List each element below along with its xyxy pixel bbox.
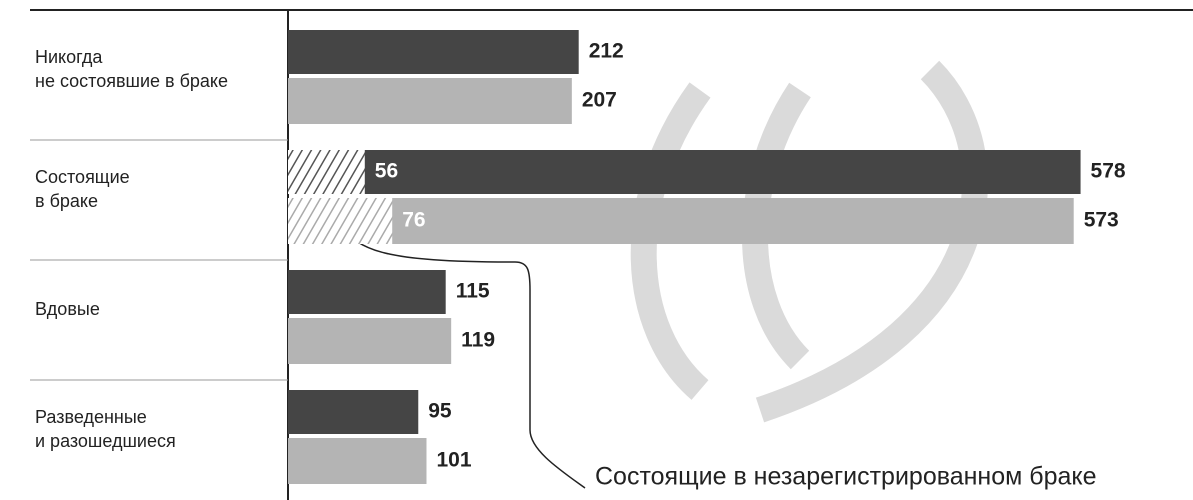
value-label: 119 [461, 329, 495, 352]
bar [288, 270, 446, 314]
bar [288, 318, 451, 364]
value-label: 95 [428, 400, 452, 423]
value-label: 101 [436, 449, 471, 472]
value-label: 207 [582, 89, 617, 112]
bar [288, 390, 418, 434]
value-label: 573 [1084, 209, 1119, 232]
bar [288, 30, 579, 74]
value-label: 115 [456, 280, 490, 303]
unregistered-label: 56 [375, 160, 398, 183]
bar [288, 438, 426, 484]
annotation: Состоящие в незарегистрированном браке [595, 463, 1097, 491]
category-label: Вдовые [35, 299, 100, 319]
chart: Состоящие в незарегистрированном браке Н… [0, 0, 1193, 500]
value-label: 212 [589, 40, 624, 63]
unregistered-bar [288, 150, 365, 194]
bar [288, 78, 572, 124]
bar [288, 150, 1081, 194]
value-label: 578 [1091, 160, 1126, 183]
unregistered-label: 76 [402, 209, 425, 232]
unregistered-bar [288, 198, 392, 244]
